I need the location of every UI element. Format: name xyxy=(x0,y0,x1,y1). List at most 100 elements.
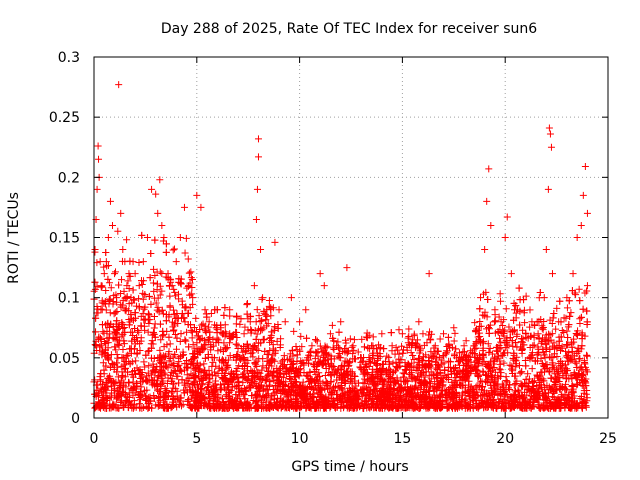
data-point xyxy=(583,287,591,295)
data-point xyxy=(558,344,566,352)
data-point xyxy=(386,396,394,404)
data-point xyxy=(521,319,529,327)
data-point xyxy=(306,368,314,376)
data-point xyxy=(466,353,474,361)
data-point xyxy=(568,382,576,390)
data-point xyxy=(512,363,520,371)
data-point xyxy=(403,377,411,385)
data-point xyxy=(257,326,265,334)
data-point xyxy=(164,364,172,372)
data-point xyxy=(576,315,584,323)
data-point xyxy=(500,349,508,357)
data-point xyxy=(100,270,108,278)
data-point xyxy=(562,386,570,394)
data-point xyxy=(160,331,168,339)
data-point xyxy=(220,339,228,347)
data-point xyxy=(547,374,555,382)
data-point xyxy=(96,399,104,407)
data-point xyxy=(299,390,307,398)
data-point xyxy=(490,377,498,385)
data-point xyxy=(573,331,581,339)
data-point xyxy=(535,294,543,302)
data-point xyxy=(539,326,547,334)
data-point xyxy=(548,270,556,278)
data-point xyxy=(267,396,275,404)
data-point xyxy=(345,359,353,367)
data-point xyxy=(287,375,295,383)
data-point xyxy=(531,322,539,330)
data-point xyxy=(495,313,503,321)
data-point xyxy=(202,340,210,348)
data-point xyxy=(356,363,364,371)
data-point xyxy=(109,323,117,331)
data-point xyxy=(259,362,267,370)
data-point xyxy=(519,326,527,334)
data-point xyxy=(480,404,488,412)
data-point xyxy=(173,345,181,353)
data-point xyxy=(244,372,252,380)
data-point xyxy=(159,310,167,318)
data-point xyxy=(147,354,155,362)
data-point xyxy=(321,372,329,380)
data-point xyxy=(437,356,445,364)
data-point xyxy=(425,357,433,365)
data-point xyxy=(577,313,585,321)
data-point xyxy=(277,390,285,398)
data-point xyxy=(473,388,481,396)
data-point xyxy=(121,294,129,302)
data-point xyxy=(413,340,421,348)
data-point xyxy=(104,383,112,391)
data-point xyxy=(341,357,349,365)
data-point xyxy=(497,297,505,305)
data-point xyxy=(106,363,114,371)
data-point xyxy=(138,231,146,239)
data-point xyxy=(148,185,156,193)
data-point xyxy=(491,318,499,326)
data-point xyxy=(202,387,210,395)
data-point xyxy=(515,388,523,396)
data-point xyxy=(486,396,494,404)
data-point xyxy=(241,323,249,331)
data-point xyxy=(320,347,328,355)
data-point xyxy=(247,325,255,333)
data-point xyxy=(533,389,541,397)
data-point xyxy=(170,306,178,314)
data-point xyxy=(419,357,427,365)
data-point xyxy=(478,391,486,399)
data-point xyxy=(486,345,494,353)
data-point xyxy=(91,341,99,349)
data-point xyxy=(159,237,167,245)
data-point xyxy=(145,293,153,301)
data-point xyxy=(241,373,249,381)
data-point xyxy=(149,329,157,337)
data-point xyxy=(205,318,213,326)
data-point xyxy=(214,336,222,344)
data-point xyxy=(369,333,377,341)
data-point xyxy=(197,203,205,211)
data-point xyxy=(547,354,555,362)
data-point xyxy=(138,280,146,288)
data-point xyxy=(226,352,234,360)
data-point xyxy=(254,153,262,161)
data-point xyxy=(343,264,351,272)
data-point xyxy=(177,353,185,361)
data-point xyxy=(320,282,328,290)
data-point xyxy=(203,383,211,391)
data-point xyxy=(118,276,126,284)
data-point xyxy=(94,142,102,150)
data-point xyxy=(204,351,212,359)
data-point xyxy=(196,335,204,343)
data-point xyxy=(156,320,164,328)
data-point xyxy=(390,368,398,376)
data-point xyxy=(378,381,386,389)
data-point xyxy=(107,284,115,292)
data-point xyxy=(409,400,417,408)
data-point xyxy=(113,298,121,306)
data-point xyxy=(242,359,250,367)
data-point xyxy=(102,248,110,256)
data-point xyxy=(135,369,143,377)
data-point xyxy=(121,364,129,372)
data-point xyxy=(166,282,174,290)
data-point xyxy=(113,350,121,358)
data-point xyxy=(532,394,540,402)
